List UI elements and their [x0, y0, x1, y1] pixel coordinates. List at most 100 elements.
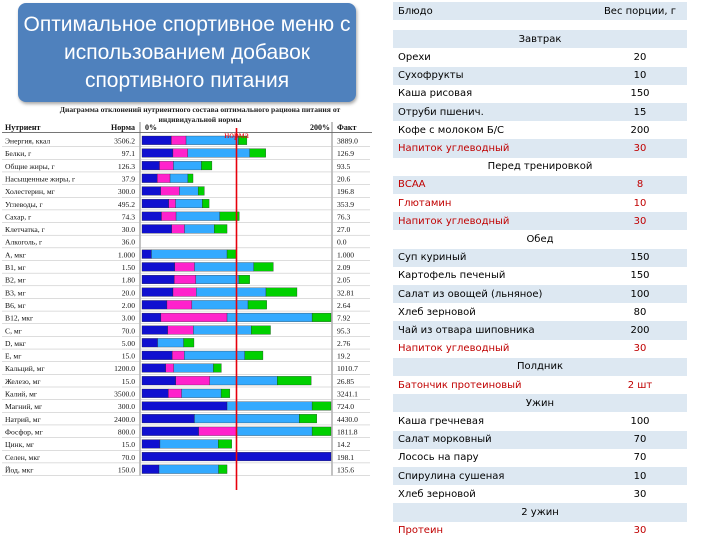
chart-fact-value: 14.2 [337, 440, 350, 449]
menu-item-row: Суп куриный 150 [393, 248, 687, 267]
menu-portion-value: 150 [630, 252, 650, 264]
chart-tick-label: Сахар, г [5, 212, 31, 221]
chart-tick-label: В3, мг [5, 288, 26, 297]
chart-tick-label: Общие жиры, г [5, 162, 55, 171]
chart-bar-segment [161, 211, 177, 221]
menu-item-row: Салат морковный 70 [393, 430, 687, 449]
chart-header-nutrient: Нутриент [5, 123, 40, 132]
chart-tick-label: С, мг [5, 326, 22, 335]
menu-portion-value: 30 [633, 488, 647, 500]
menu-section-row: Ужин [393, 394, 687, 413]
chart-norm-value: 5.00 [122, 339, 135, 348]
menu-dish-name: Салат морковный [398, 434, 492, 446]
chart-bar-segment [187, 173, 194, 183]
chart-bar-segment [197, 186, 205, 196]
chart-fact-value: 1.000 [337, 250, 354, 259]
chart-fact-value: 95.3 [337, 326, 350, 335]
menu-portion-value: 10 [633, 197, 647, 209]
menu-header-row: Блюдо Вес порции, г [393, 2, 687, 21]
chart-fact-value: 1811.8 [337, 427, 358, 436]
chart-bar-segment [175, 199, 203, 209]
chart-bar-segment [253, 262, 274, 272]
chart-bar-segment [160, 186, 180, 196]
menu-dish-name: Спирулина сушеная [398, 470, 505, 482]
menu-item-row: Глютамин 10 [393, 194, 687, 212]
menu-item-row: Орехи 20 [393, 48, 687, 66]
menu-dish-name: Сухофрукты [398, 70, 464, 82]
menu-item-row: Протеин 30 [393, 522, 687, 540]
chart-norm-value: 74.3 [122, 212, 135, 221]
chart-bar-segment [141, 439, 161, 449]
chart-norm-value: 3.00 [122, 314, 135, 323]
chart-norm-value: 1200.0 [114, 364, 135, 373]
chart-tick-label: Насыщенные жиры, г [5, 174, 75, 183]
chart-tick-label: В1, мг [5, 263, 26, 272]
chart-bar-segment [311, 426, 332, 436]
menu-section-row: 2 ужин [393, 503, 687, 522]
chart-bar-segment [220, 388, 231, 398]
menu-item-row: Напиток углеводный 30 [393, 139, 687, 158]
chart-bar-segment [179, 186, 199, 196]
menu-item-row: Спирулина сушеная 10 [393, 467, 687, 486]
chart-bar-segment [236, 426, 313, 436]
chart-bar-segment [141, 224, 172, 234]
chart-norm-value: 70.0 [122, 326, 135, 335]
chart-bar-segment [214, 224, 228, 234]
chart-bar-segment [141, 274, 175, 284]
chart-fact-value: 126.9 [337, 149, 354, 158]
chart-bar-segment [171, 135, 187, 145]
chart-bar-segment [311, 312, 332, 322]
menu-section-label: Ужин [525, 397, 555, 409]
chart-norm-value: 300.0 [118, 187, 135, 196]
chart-norm-value: 70.0 [122, 453, 135, 462]
chart-fact-value: 7.92 [337, 314, 350, 323]
chart-tick-label: Холестерин, мг [5, 187, 55, 196]
chart-norm-value: 495.2 [118, 200, 135, 209]
chart-fact-value: 32.81 [337, 288, 354, 297]
chart-bar-segment [141, 211, 162, 221]
menu-portion-value: 20 [633, 51, 647, 63]
menu-portion-value: 70 [633, 452, 647, 464]
chart-bar-segment [219, 211, 240, 221]
chart-bar-segment [141, 338, 158, 348]
menu-dish-name: Чай из отвара шиповника [398, 324, 535, 336]
menu-portion-value: 30 [633, 343, 647, 355]
page-title: Оптимальное спортивное меню с использова… [23, 12, 351, 92]
chart-bar-segment [157, 173, 171, 183]
chart-fact-value: 353.9 [337, 200, 354, 209]
norm-label: норма [224, 131, 249, 141]
chart-bar-segment [218, 464, 228, 474]
menu-dish-name: ВСАА [398, 179, 426, 191]
chart-bar-segment [151, 249, 228, 259]
menu-section-label: Обед [526, 233, 554, 245]
menu-item-row: Кофе с молоком Б/С 200 [393, 121, 687, 139]
menu-item-row: Лосось на пару 70 [393, 449, 687, 467]
menu-dish-name: Глютамин [398, 197, 452, 209]
chart-norm-value: 15.0 [122, 440, 135, 449]
chart-tick-label: А, мкг [5, 250, 26, 259]
chart-tick-label: Е, мг [5, 352, 21, 361]
menu-portion-value: 30 [633, 142, 647, 154]
menu-portion-value: 15 [633, 106, 647, 118]
chart-tick-label: Клетчатка, г [5, 225, 45, 234]
menu-item-row: Отруби пшенич. 15 [393, 103, 687, 122]
chart-bar-segment [141, 464, 160, 474]
chart-bar-segment [141, 426, 199, 436]
chart-bar-segment [141, 135, 172, 145]
chart-fact-value: 2.05 [337, 276, 350, 285]
chart-bar-segment [172, 350, 185, 360]
chart-tick-label: Алкоголь, г [5, 238, 42, 247]
chart-bar-segment [209, 376, 278, 386]
menu-portion-value: 30 [633, 215, 647, 227]
chart-norm-value: 20.0 [122, 288, 135, 297]
menu-dish-name: Протеин [398, 525, 443, 537]
chart-bar-segment [218, 439, 232, 449]
chart-bar-segment [141, 388, 169, 398]
chart-norm-value: 36.0 [122, 238, 135, 247]
chart-fact-value: 27.0 [337, 225, 350, 234]
chart-bar-segment [183, 338, 195, 348]
chart-bar-segment [175, 376, 210, 386]
chart-bar-segment [157, 338, 184, 348]
chart-bar-segment [141, 161, 160, 171]
menu-section-row: Перед тренировкой [393, 158, 687, 176]
